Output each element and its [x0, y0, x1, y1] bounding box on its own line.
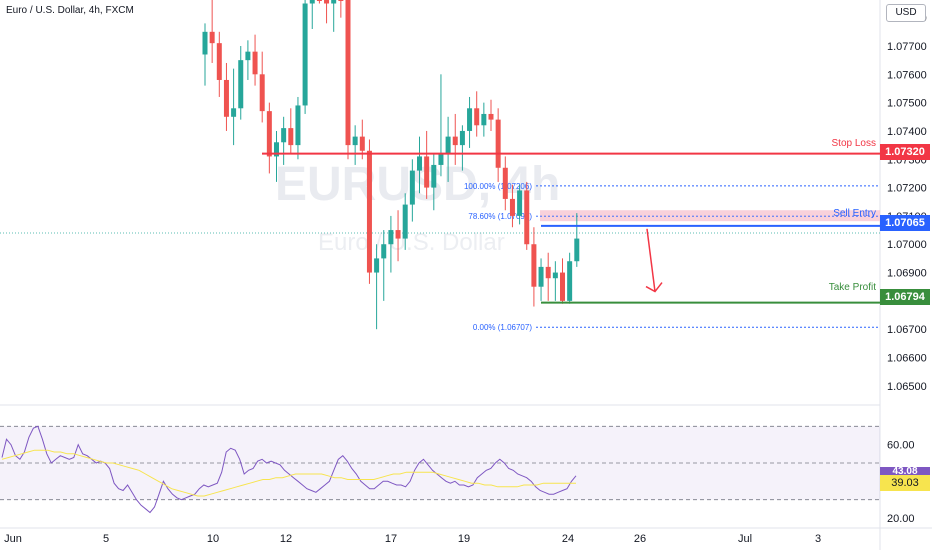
price-tick-label: 1.07500 [887, 98, 927, 110]
candle-body [324, 0, 330, 4]
candle-body [352, 136, 358, 146]
candle-body [288, 128, 294, 146]
candle-body [345, 0, 351, 146]
rsi-value-badge: 43.08 [880, 467, 930, 477]
candle-body [524, 190, 530, 245]
candle-body [424, 156, 430, 188]
candle-body [259, 74, 265, 112]
candle-body [452, 136, 458, 146]
candle-body [431, 164, 437, 188]
candle-body [209, 31, 215, 44]
price-tick-label: 1.07200 [887, 183, 927, 195]
candle-body [216, 43, 222, 80]
rsi-tick-label: 20.00 [887, 513, 915, 525]
candle-body [302, 3, 308, 106]
watermark-sub: Euro / U.S. Dollar [318, 229, 505, 256]
candle-body [409, 170, 415, 205]
price-tick-label: 1.07700 [887, 41, 927, 53]
stop-loss-label: Stop Loss [831, 138, 876, 149]
candle-body [531, 244, 537, 287]
rsi-line [1, 425, 577, 514]
take-profit-label: Take Profit [828, 282, 876, 293]
time-tick-label: 12 [280, 533, 292, 545]
fib-label-0: 0.00% (1.06707) [473, 323, 532, 332]
sell-entry-label: Sell Entry [833, 208, 876, 219]
stop-loss-price-badge: 1.07320 [880, 144, 930, 160]
rsi-band [0, 426, 880, 500]
candle-body [202, 31, 208, 55]
time-tick-label: 19 [458, 533, 470, 545]
rsi-tick-label: 60.00 [887, 440, 915, 452]
candle-body [223, 79, 229, 117]
candle-body [245, 51, 251, 61]
candle-body [295, 105, 301, 146]
candle-body [417, 156, 422, 171]
sell-entry-price-badge: 1.07065 [880, 215, 930, 231]
take-profit-price-badge: 1.06794 [880, 289, 930, 305]
candle-body [359, 136, 365, 151]
candle-body [574, 238, 580, 262]
candle-body [488, 113, 494, 120]
price-tick-label: 1.06600 [887, 353, 927, 365]
candle-body [274, 142, 279, 157]
time-tick-label: 10 [207, 533, 219, 545]
candle-body [281, 128, 287, 143]
currency-button[interactable]: USD [886, 4, 926, 22]
time-tick-label: Jul [738, 533, 752, 545]
candle-body [567, 261, 573, 301]
fib-label-786: 78.60% (1.07099) [468, 212, 532, 221]
fib-label-100: 100.00% (1.07206) [464, 182, 532, 191]
candle-body [538, 266, 544, 287]
candle-body [381, 244, 387, 259]
candle-body [560, 272, 565, 301]
down-arrow-icon [646, 228, 656, 292]
time-tick-label: 3 [815, 533, 821, 545]
candle-body [495, 119, 501, 168]
time-tick-label: 24 [562, 533, 574, 545]
candle-body [545, 266, 551, 279]
candle-body [309, 0, 315, 4]
down-arrow-head [645, 282, 663, 293]
price-tick-label: 1.07600 [887, 69, 927, 81]
time-tick-label: 17 [385, 533, 397, 545]
price-tick-label: 1.07400 [887, 126, 927, 138]
price-tick-label: 1.06900 [887, 268, 927, 280]
time-tick-label: 5 [103, 533, 109, 545]
candle-body [338, 0, 344, 1]
candle-body [438, 153, 444, 165]
time-tick-label: Jun [4, 533, 22, 545]
price-tick-label: 1.06500 [887, 381, 927, 393]
candle-body [402, 204, 408, 239]
rsi-ma-line [1, 449, 576, 497]
candle-body [316, 0, 322, 1]
candle-body [366, 150, 372, 273]
candle-body [552, 272, 558, 279]
candle-body [395, 230, 401, 239]
candle-body [231, 108, 237, 117]
candle-body [467, 108, 473, 131]
price-tick-label: 1.06700 [887, 324, 927, 336]
candle-body [474, 108, 480, 126]
candle-body [481, 113, 487, 126]
candle-body [266, 111, 272, 157]
rsi-ma-badge: 39.03 [880, 475, 930, 491]
time-tick-label: 26 [634, 533, 646, 545]
price-tick-label: 1.07000 [887, 239, 927, 251]
candle-body [252, 51, 258, 75]
candle-body [502, 167, 508, 199]
candle-body [459, 130, 465, 146]
candle-body [374, 258, 380, 273]
fib-zone [540, 210, 880, 222]
symbol-label: Euro / U.S. Dollar, 4h, FXCM [6, 5, 134, 16]
candle-body [509, 198, 515, 216]
candle-body [331, 0, 337, 4]
candle-body [445, 136, 451, 154]
candle-body [517, 190, 523, 216]
candle-body [388, 230, 394, 245]
candle-body [238, 60, 244, 109]
